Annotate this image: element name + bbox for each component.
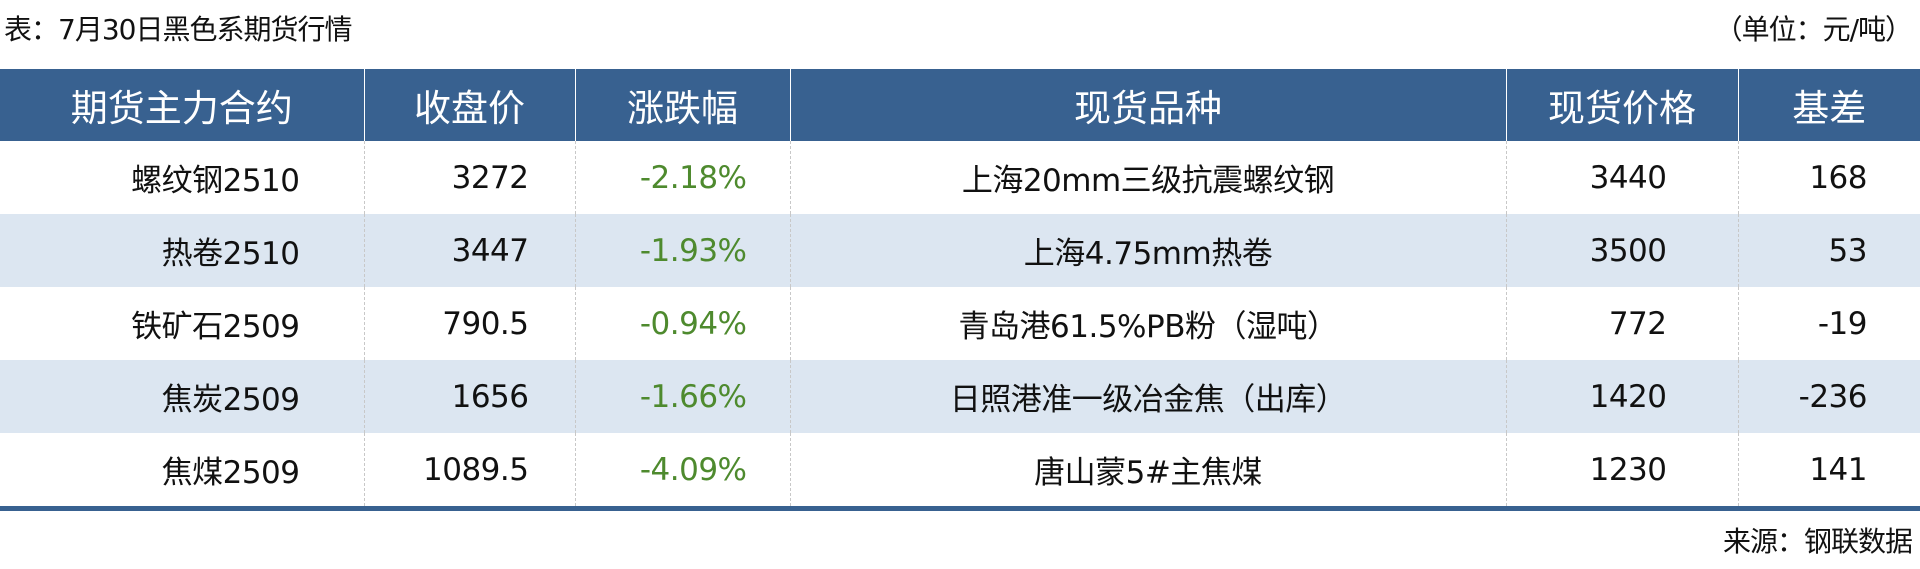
header-close: 收盘价: [363, 69, 575, 141]
cell-close: 1656: [363, 360, 575, 433]
header-spot-price: 现货价格: [1505, 69, 1738, 141]
cell-basis: 141: [1737, 433, 1920, 511]
cell-spot-price: 1420: [1505, 360, 1738, 433]
header-basis: 基差: [1737, 69, 1920, 141]
cell-change: -0.94%: [574, 287, 790, 360]
unit-label: （单位：元/吨）: [1714, 13, 1913, 46]
cell-spot-price: 3440: [1505, 141, 1738, 214]
cell-spot-price: 3500: [1505, 214, 1738, 287]
cell-contract: 铁矿石2509: [131, 309, 300, 345]
cell-close: 3447: [363, 214, 575, 287]
cell-close: 1089.5: [363, 433, 575, 511]
table-row: 铁矿石2509 790.5 -0.94% 青岛港61.5%PB粉（湿吨） 772 -19: [0, 287, 1920, 360]
cell-change: -1.66%: [574, 360, 790, 433]
table-row: 螺纹钢2510 3272 -2.18% 上海20mm三级抗震螺纹钢 3440 168: [0, 141, 1920, 214]
cell-change: -2.18%: [574, 141, 790, 214]
cell-spot: 上海4.75mm热卷: [789, 214, 1506, 287]
cell-spot: 唐山蒙5#主焦煤: [789, 433, 1506, 511]
cell-change: -1.93%: [574, 214, 790, 287]
source-label: 来源：钢联数据: [1722, 525, 1913, 558]
header-contract: 期货主力合约: [0, 69, 364, 141]
table-row: 焦煤2509 1089.5 -4.09% 唐山蒙5#主焦煤 1230 141: [0, 433, 1920, 511]
futures-table: 期货主力合约 收盘价 涨跌幅 现货品种 现货价格 基差 螺纹钢2510 3272-…: [0, 69, 1920, 511]
cell-spot: 日照港准一级冶金焦（出库）: [789, 360, 1506, 433]
cell-spot: 上海20mm三级抗震螺纹钢: [789, 141, 1506, 214]
cell-close: 790.5: [363, 287, 575, 360]
cell-contract: 焦炭2509: [0, 360, 364, 433]
cell-spot-price: 772: [1505, 287, 1738, 360]
cell-change: -4.09%: [574, 433, 790, 511]
cell-spot: 青岛港61.5%PB粉（湿吨）: [789, 287, 1506, 360]
header-row: 期货主力合约 收盘价 涨跌幅 现货品种 现货价格 基差: [0, 69, 1920, 141]
table-title: 表：7月30日黑色系期货行情: [4, 13, 352, 46]
cell-spot-price: 1230: [1505, 433, 1738, 511]
cell-contract: 焦煤2509: [0, 433, 364, 511]
table-row: 焦炭2509 1656 -1.66% 日照港准一级冶金焦（出库） 1420 -236: [0, 360, 1920, 433]
table-row: 热卷2510 3447 -1.93% 上海4.75mm热卷 3500 53: [0, 214, 1920, 287]
header-spot: 现货品种: [789, 69, 1506, 141]
cell-close: 3272: [363, 141, 575, 214]
cell-contract: 热卷2510: [0, 214, 364, 287]
header-change: 涨跌幅: [574, 69, 790, 141]
cell-basis: 53: [1737, 214, 1920, 287]
cell-basis: -19: [1737, 287, 1920, 360]
cell-contract: 螺纹钢2510: [131, 163, 300, 199]
cell-basis: 168: [1737, 141, 1920, 214]
cell-basis: -236: [1737, 360, 1920, 433]
